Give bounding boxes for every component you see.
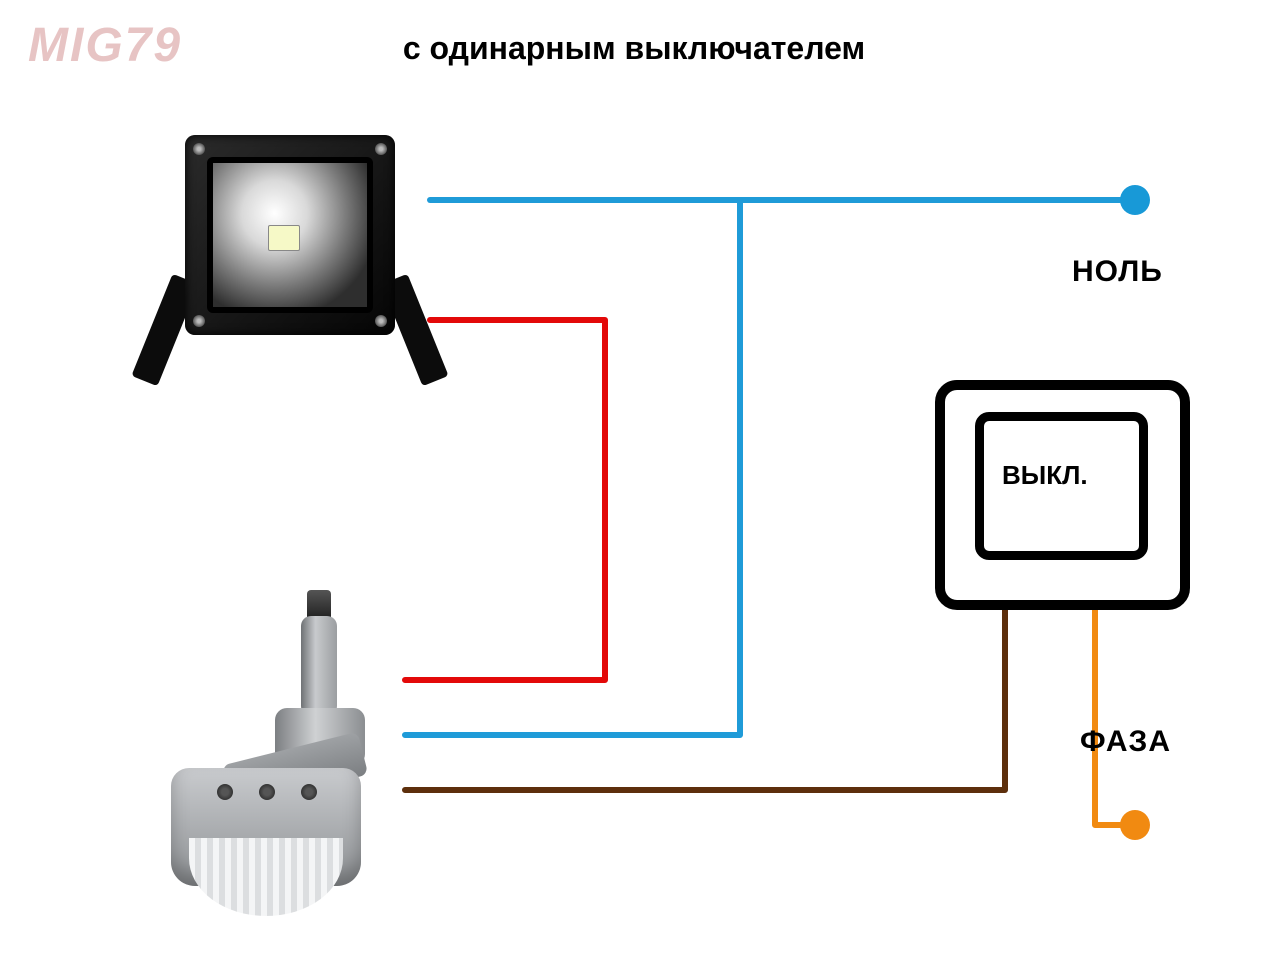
switch-label: ВЫКЛ. xyxy=(1002,460,1088,491)
floodlight-led-chip xyxy=(268,225,300,251)
pir-adjust-dial xyxy=(301,784,317,800)
pir-head xyxy=(171,768,361,886)
floodlight-body xyxy=(185,135,395,335)
screw-icon xyxy=(375,143,387,155)
floodlight-device xyxy=(155,135,425,395)
screw-icon xyxy=(375,315,387,327)
pir-adjust-dial xyxy=(259,784,275,800)
neutral-label: НОЛЬ xyxy=(1072,255,1163,289)
screw-icon xyxy=(193,143,205,155)
pir-cable-gland xyxy=(307,590,331,618)
floodlight-reflector xyxy=(207,157,373,313)
screw-icon xyxy=(193,315,205,327)
pir-adjust-dial xyxy=(217,784,233,800)
pir-motion-sensor xyxy=(155,590,415,900)
phase-label: ФАЗА xyxy=(1080,725,1171,759)
pir-stem xyxy=(301,616,337,716)
